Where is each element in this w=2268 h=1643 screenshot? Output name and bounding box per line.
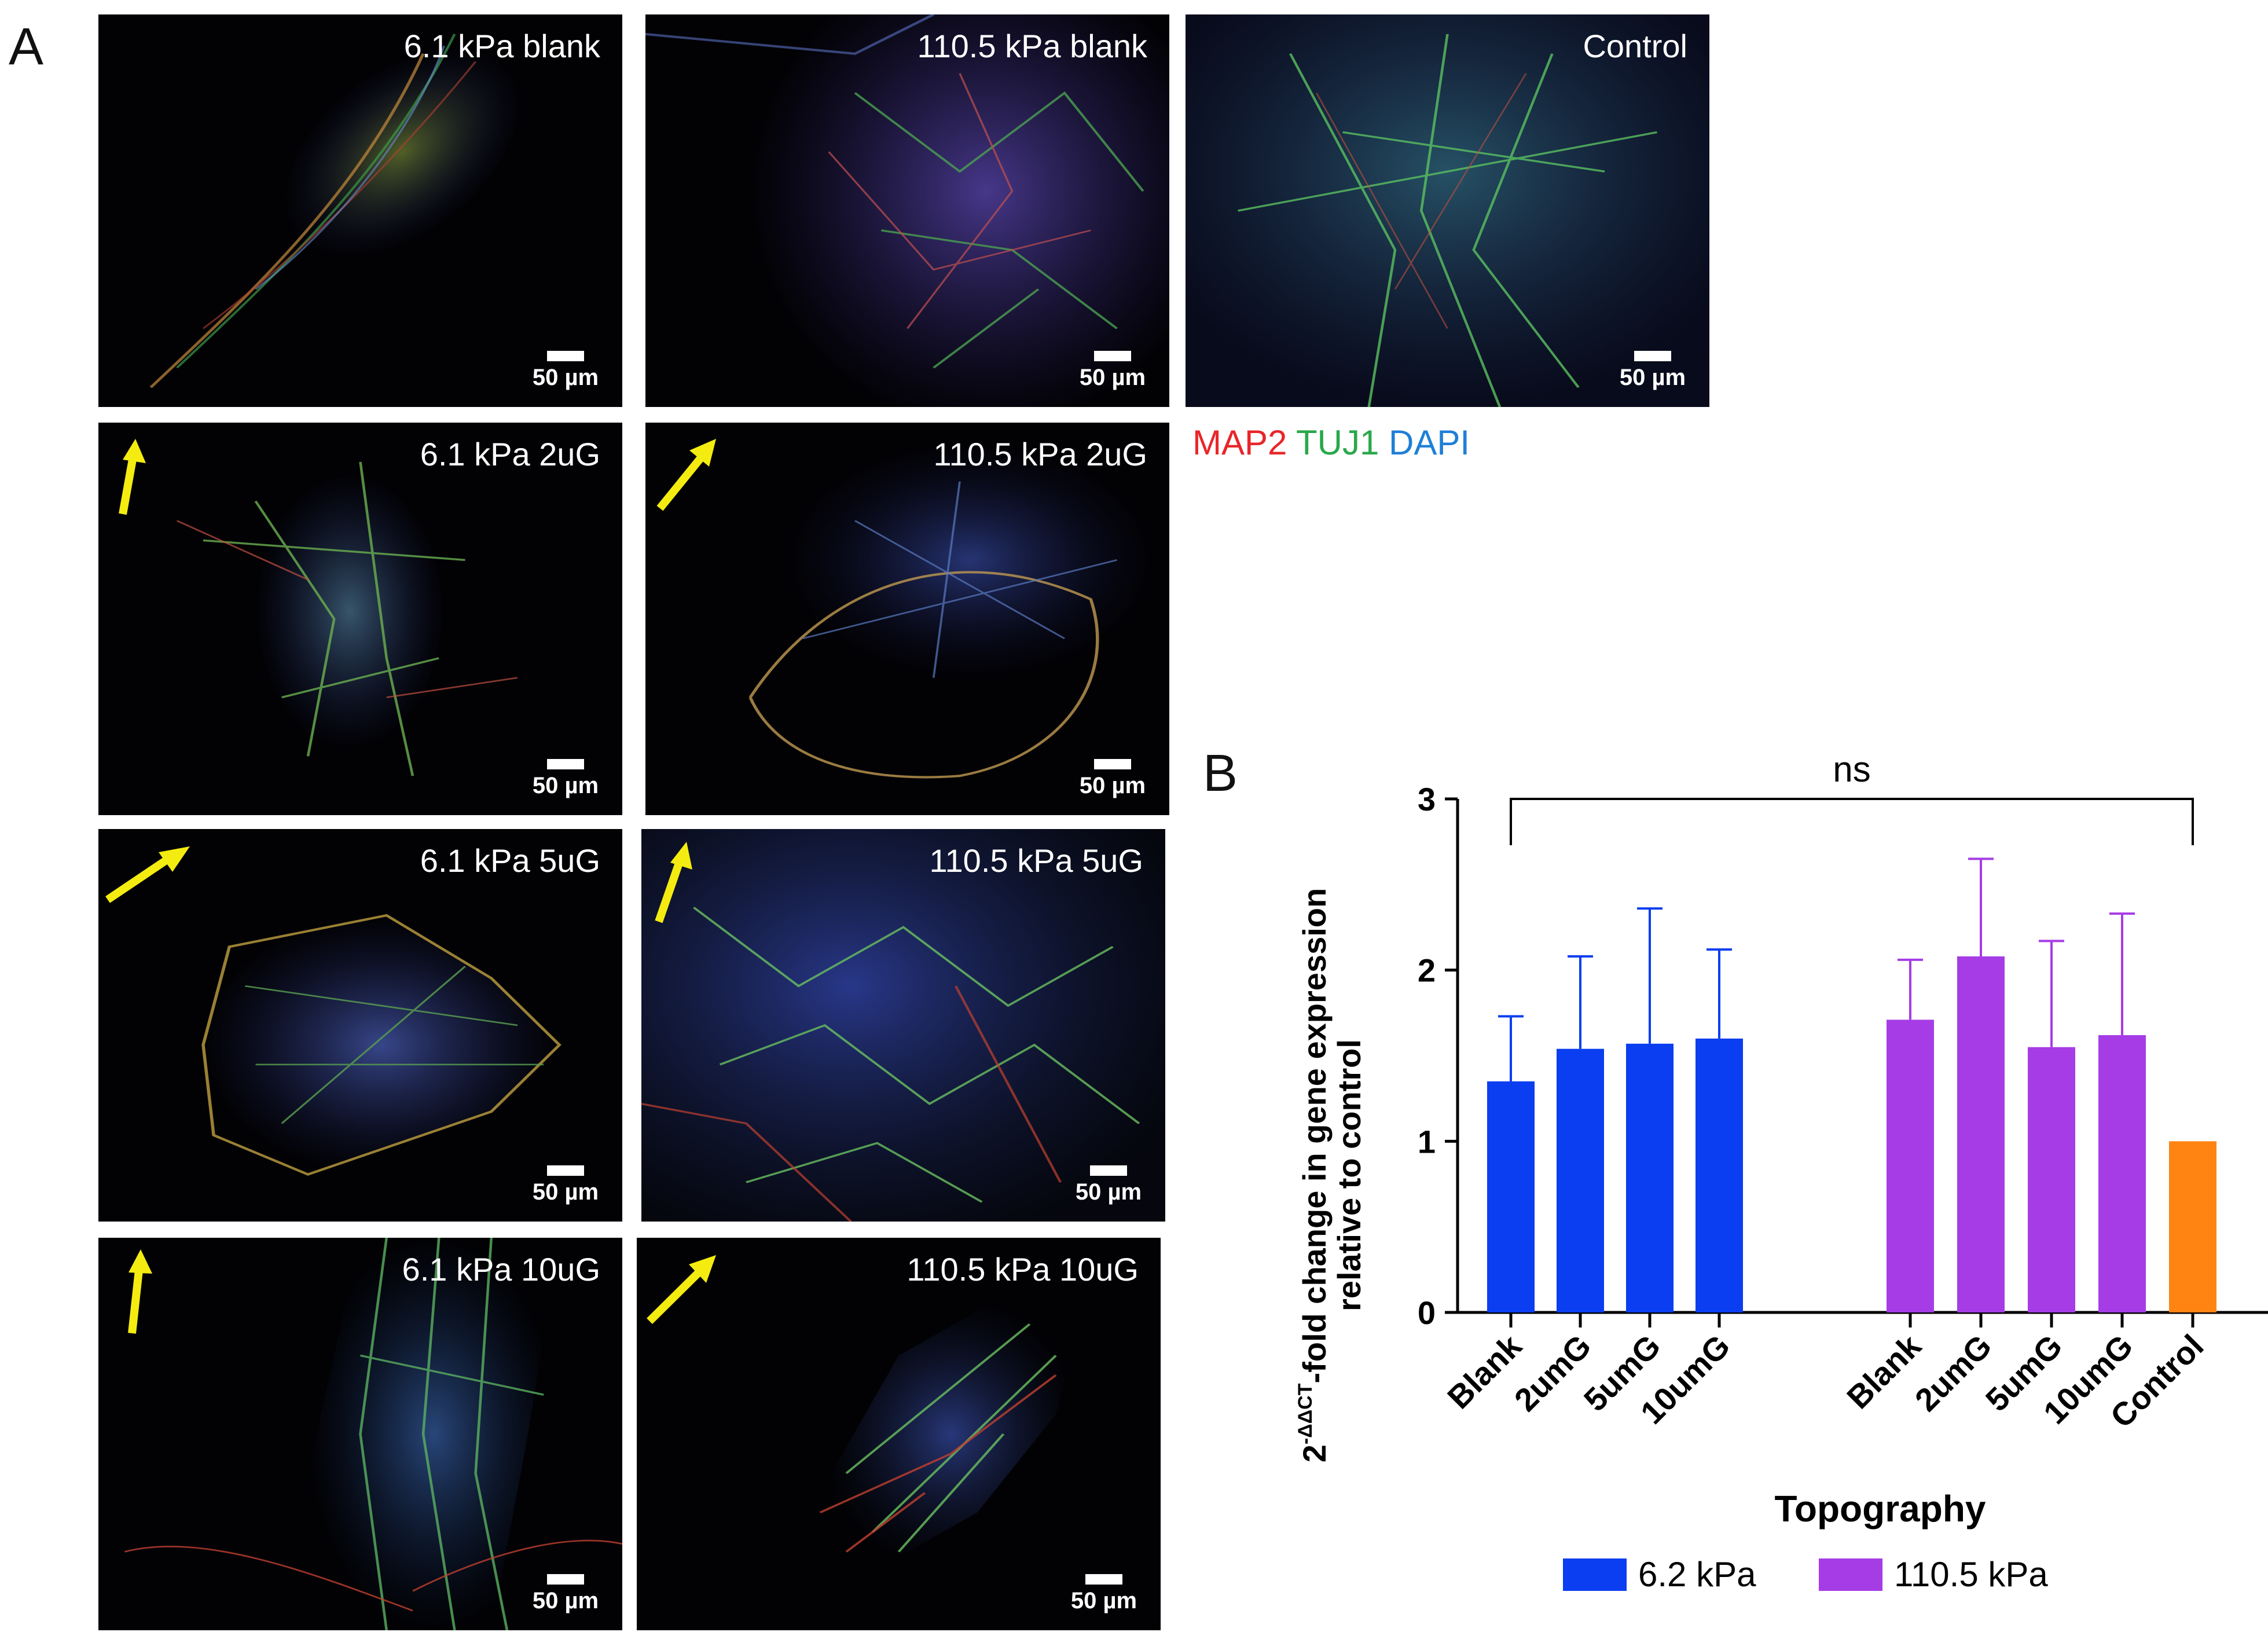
significance-bracket (1510, 798, 2194, 845)
micrograph-label: 6.1 kPa blank (403, 28, 600, 64)
micrograph-label: Control (1583, 28, 1687, 64)
y-axis-label-sup: -ΔΔCT (1294, 1383, 1316, 1444)
scale-bar: 50 µm (1620, 351, 1686, 391)
micrograph-label: 6.1 kPa 5uG (420, 842, 600, 879)
legend-label: 110.5 kPa (1894, 1555, 2048, 1594)
scale-bar: 50 µm (1071, 1574, 1137, 1614)
micrograph-texture (641, 829, 1165, 1222)
micrograph-texture (748, 442, 1154, 779)
micrograph-texture (1186, 14, 1709, 407)
y-tick-label: 3 (1418, 781, 1436, 817)
yellow-arrow-icon (128, 1249, 152, 1334)
panel-b-letter: B (1203, 745, 1238, 802)
bar (1957, 956, 2005, 1312)
micrograph-control: Control 50 µm (1186, 14, 1709, 407)
y-tick-label: 2 (1418, 952, 1436, 989)
x-axis-label: Topography (1775, 1488, 1986, 1530)
micrograph-label: 6.1 kPa 10uG (402, 1251, 600, 1288)
bar (2028, 1047, 2075, 1312)
bar (1696, 1038, 1743, 1312)
stain-legend: MAP2 TUJ1 DAPI (1192, 423, 1470, 463)
legend-label: 6.2 kPa (1638, 1555, 1756, 1594)
y-axis-label-line2: relative to control (1331, 1039, 1367, 1311)
micrograph-texture (645, 14, 1169, 407)
chart-legend: 6.2 kPa 110.5 kPa (1563, 1555, 2048, 1594)
x-tick-label: Blank (1440, 1327, 1529, 1415)
yellow-arrow-icon (655, 842, 692, 923)
scale-bar: 50 µm (533, 1165, 599, 1205)
scale-bar: 50 µm (1080, 759, 1146, 799)
micrograph-texture (819, 1296, 1082, 1572)
micrograph-6-1-kpa-2ug: 6.1 kPa 2uG 50 µm (98, 423, 622, 815)
micrograph-6-1-kpa-10ug: 6.1 kPa 10uG 50 µm (98, 1238, 622, 1630)
micrograph-texture (149, 34, 521, 388)
bar (1626, 1043, 1674, 1312)
stain-legend-tuj1: TUJ1 (1296, 423, 1379, 462)
scale-bar: 50 µm (533, 351, 599, 391)
bar (2169, 1141, 2216, 1312)
micrograph-label: 110.5 kPa 10uG (907, 1251, 1139, 1288)
scale-bar: 50 µm (533, 759, 599, 799)
x-tick-label: 2umG (1908, 1327, 1999, 1418)
y-tick-label: 0 (1418, 1294, 1436, 1331)
bar-chart: 2-ΔΔCT-fold change in gene expression re… (1294, 750, 2268, 1594)
y-axis-label-rest: -fold change in gene expression (1296, 888, 1333, 1384)
panel-a-letter: A (9, 18, 44, 76)
bar (1887, 1019, 1934, 1312)
micrograph-label: 110.5 kPa 5uG (929, 842, 1143, 879)
micrograph-texture (176, 461, 518, 776)
y-axis-label: 2-ΔΔCT-fold change in gene expression re… (1294, 888, 1367, 1462)
micrograph-label: 110.5 kPa blank (917, 28, 1147, 64)
y-axis-label-base: 2 (1296, 1444, 1333, 1462)
scale-bar: 50 µm (1080, 351, 1146, 391)
scale-bar: 50 µm (1076, 1165, 1142, 1205)
scale-bar: 50 µm (533, 1574, 599, 1614)
micrograph-110-5-kpa-2ug: 110.5 kPa 2uG 50 µm (645, 423, 1169, 815)
micrograph-texture (201, 914, 562, 1176)
x-tick-label: Blank (1840, 1327, 1928, 1415)
x-tick-label: 2umG (1507, 1327, 1598, 1418)
stain-legend-map2: MAP2 (1192, 423, 1287, 462)
bar (1487, 1081, 1535, 1312)
legend-swatch (1819, 1558, 1882, 1591)
stain-legend-dapi: DAPI (1389, 423, 1470, 462)
y-tick-label: 1 (1418, 1123, 1436, 1160)
micrograph-6-1-kpa-blank: 6.1 kPa blank 50 µm (98, 14, 622, 407)
micrograph-label: 6.1 kPa 2uG (420, 436, 600, 472)
micrograph-6-1-kpa-5ug: 6.1 kPa 5uG 50 µm (98, 829, 622, 1222)
micrograph-texture (124, 1238, 622, 1630)
yellow-arrow-icon (119, 439, 146, 515)
significance-label: ns (1833, 750, 1870, 790)
bar (1557, 1048, 1604, 1312)
yellow-arrow-icon (647, 1255, 716, 1324)
yellow-arrow-icon (105, 846, 190, 903)
micrograph-110-5-kpa-10ug: 110.5 kPa 10uG 50 µm (637, 1238, 1161, 1630)
svg-text:2-ΔΔCT-fold change in gene exp: 2-ΔΔCT-fold change in gene expression (1294, 888, 1333, 1462)
micrograph-110-5-kpa-blank: 110.5 kPa blank 50 µm (645, 14, 1169, 407)
micrograph-110-5-kpa-5ug: 110.5 kPa 5uG 50 µm (641, 829, 1165, 1222)
bar (2098, 1035, 2146, 1312)
yellow-arrow-icon (656, 439, 716, 511)
micrograph-label: 110.5 kPa 2uG (933, 436, 1147, 472)
legend-swatch (1563, 1558, 1627, 1591)
